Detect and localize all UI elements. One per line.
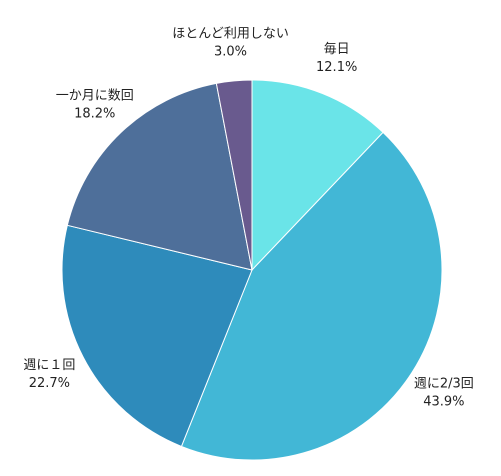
pie-slice	[180, 131, 443, 461]
pie-slice	[61, 224, 253, 448]
slice-value-label: 43.9%	[423, 395, 464, 410]
pie-slice	[66, 82, 253, 271]
slice-label: 毎日	[324, 41, 350, 57]
pie-slice	[215, 79, 253, 271]
slice-value-label: 18.2%	[74, 106, 115, 121]
slice-label: 一か月に数回	[56, 88, 134, 103]
pie-slice	[251, 79, 384, 272]
slice-label: 週に１回	[23, 358, 75, 373]
slice-label: 週に2/3回	[414, 377, 474, 392]
slice-value-label: 3.0%	[214, 45, 247, 60]
slice-value-label: 12.1%	[316, 60, 357, 75]
slice-value-label: 22.7%	[29, 376, 70, 391]
slice-label: ほとんど利用しない	[172, 27, 289, 42]
